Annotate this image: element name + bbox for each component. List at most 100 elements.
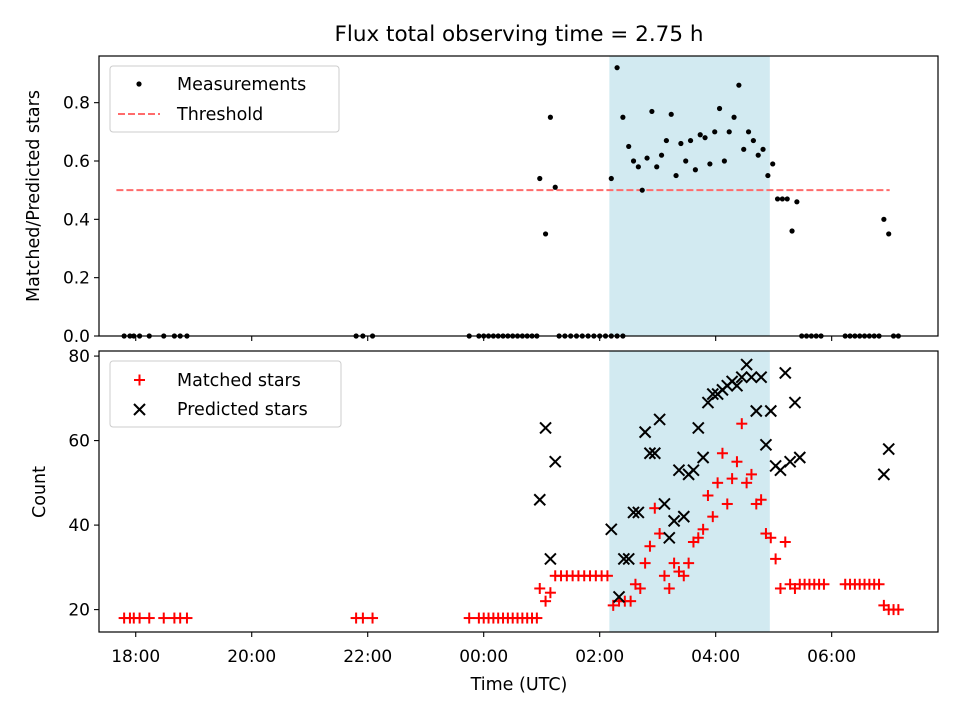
- predicted-star-point: [750, 404, 763, 418]
- bottom-legend-box: [109, 360, 342, 428]
- measurement-point: [702, 135, 708, 141]
- matched-star-point: [601, 570, 613, 582]
- predicted-star-point: [533, 493, 546, 506]
- matched-star-point: [692, 532, 704, 544]
- measurement-point: [741, 146, 747, 152]
- predicted-star-point: [539, 421, 552, 435]
- matched-star-point: [654, 528, 666, 540]
- matched-star-point: [721, 498, 733, 510]
- bottom-y-tick-label: 60: [68, 432, 90, 452]
- matched-star-point: [534, 582, 546, 594]
- matched-star-point: [658, 570, 670, 582]
- matched-star-point: [779, 536, 791, 548]
- measurement-point: [552, 184, 558, 190]
- measurement-point: [668, 111, 674, 117]
- top-legend: Measurements Threshold: [109, 65, 340, 133]
- measurement-point: [770, 161, 776, 167]
- measurement-point: [658, 152, 665, 158]
- measurement-point: [635, 164, 641, 170]
- matched-star-point: [873, 578, 885, 590]
- matched-star-point: [707, 511, 719, 523]
- predicted-star-point: [779, 366, 792, 380]
- matched-star-point: [531, 612, 543, 624]
- predicted-star-point: [882, 442, 895, 456]
- measurement-point: [678, 140, 684, 147]
- measurement-point: [716, 105, 723, 112]
- predicted-star-point: [638, 425, 652, 439]
- measurement-point: [886, 231, 892, 237]
- measurement-point: [626, 143, 632, 150]
- legend-threshold-label: Threshold: [176, 105, 263, 125]
- matched-star-point: [649, 502, 661, 514]
- measurement-point: [697, 132, 703, 138]
- matched-star-point: [683, 557, 695, 569]
- matched-star-point: [663, 582, 675, 594]
- top-y-tick-label: 0.4: [63, 210, 90, 230]
- predicted-star-point: [793, 451, 806, 464]
- matched-star-point: [134, 612, 146, 624]
- measurement-point: [644, 155, 650, 161]
- matched-star-point: [741, 477, 753, 489]
- measurement-point: [881, 216, 887, 222]
- observing-window-shade: [609, 56, 770, 336]
- predicted-star-point: [658, 497, 671, 511]
- measurement-point: [608, 175, 614, 182]
- predicted-star-point: [692, 421, 705, 435]
- measurement-point: [692, 167, 698, 173]
- bottom-plot-frame: [98, 350, 939, 633]
- measurement-point: [673, 172, 679, 179]
- matched-star-point: [158, 612, 170, 624]
- matched-star-point: [625, 595, 637, 607]
- measurement-point: [687, 137, 694, 144]
- legend-predicted-label: Predicted stars: [177, 400, 308, 420]
- top-chart: 0.00.20.40.60.8 Matched/Predicted stars …: [24, 55, 939, 347]
- legend-measurements-label: Measurements: [177, 75, 306, 95]
- measurement-point: [712, 129, 718, 135]
- bottom-chart: 20 40 60 80 18:00 20:00 22:00 00:00 02:00 04:00 0…: [30, 347, 939, 695]
- top-y-tick-label: 0.6: [63, 152, 90, 172]
- x-tick-label: 00:00: [459, 647, 508, 667]
- bottom-y-axis-label: Count: [30, 466, 50, 518]
- matched-star-point: [357, 612, 369, 624]
- measurement-point: [620, 114, 626, 120]
- measurement-point: [537, 175, 543, 182]
- matched-star-point: [634, 582, 646, 594]
- predicted-star-point: [754, 370, 768, 384]
- measurement-point: [789, 228, 795, 234]
- measurement-point: [774, 196, 781, 202]
- top-y-tick-label: 0.8: [63, 94, 90, 114]
- measurement-point: [779, 196, 785, 202]
- measurement-point: [745, 129, 752, 135]
- predicted-star-point: [687, 463, 700, 477]
- x-tick-label: 22:00: [343, 647, 392, 667]
- matched-star-point: [678, 570, 690, 582]
- bottom-legend: Matched stars Predicted stars: [109, 360, 342, 428]
- measurement-point: [755, 152, 761, 158]
- matched-star-point: [765, 532, 777, 544]
- matched-star-point: [755, 494, 767, 506]
- legend-matched-label: Matched stars: [177, 371, 301, 391]
- matched-star-point: [726, 473, 738, 485]
- x-axis-label: Time (UTC): [470, 675, 568, 695]
- predicted-star-point: [706, 387, 719, 401]
- top-y-axis-label: Matched/Predicted stars: [24, 90, 44, 302]
- predicted-star-point: [730, 379, 744, 392]
- measurement-point: [731, 114, 737, 120]
- x-tick-label: 06:00: [807, 647, 856, 667]
- matched-star-point: [770, 553, 782, 565]
- top-plot-frame: [98, 55, 939, 337]
- measurement-point: [683, 158, 689, 164]
- measurement-point: [784, 196, 790, 202]
- bottom-y-tick-label: 80: [68, 347, 90, 367]
- chart-title: Flux total observing time = 2.75 h: [335, 22, 704, 47]
- matched-star-point: [367, 612, 379, 624]
- predicted-star-point: [696, 451, 710, 464]
- matched-star-point: [712, 477, 724, 489]
- measurement-point: [765, 172, 771, 179]
- measurement-point: [726, 129, 732, 135]
- predicted-star-point: [627, 506, 640, 519]
- predicted-star-point: [667, 514, 681, 528]
- bottom-y-tick-label: 40: [68, 516, 90, 536]
- legend-measurements-marker: [136, 81, 142, 87]
- matched-star-point: [716, 447, 728, 459]
